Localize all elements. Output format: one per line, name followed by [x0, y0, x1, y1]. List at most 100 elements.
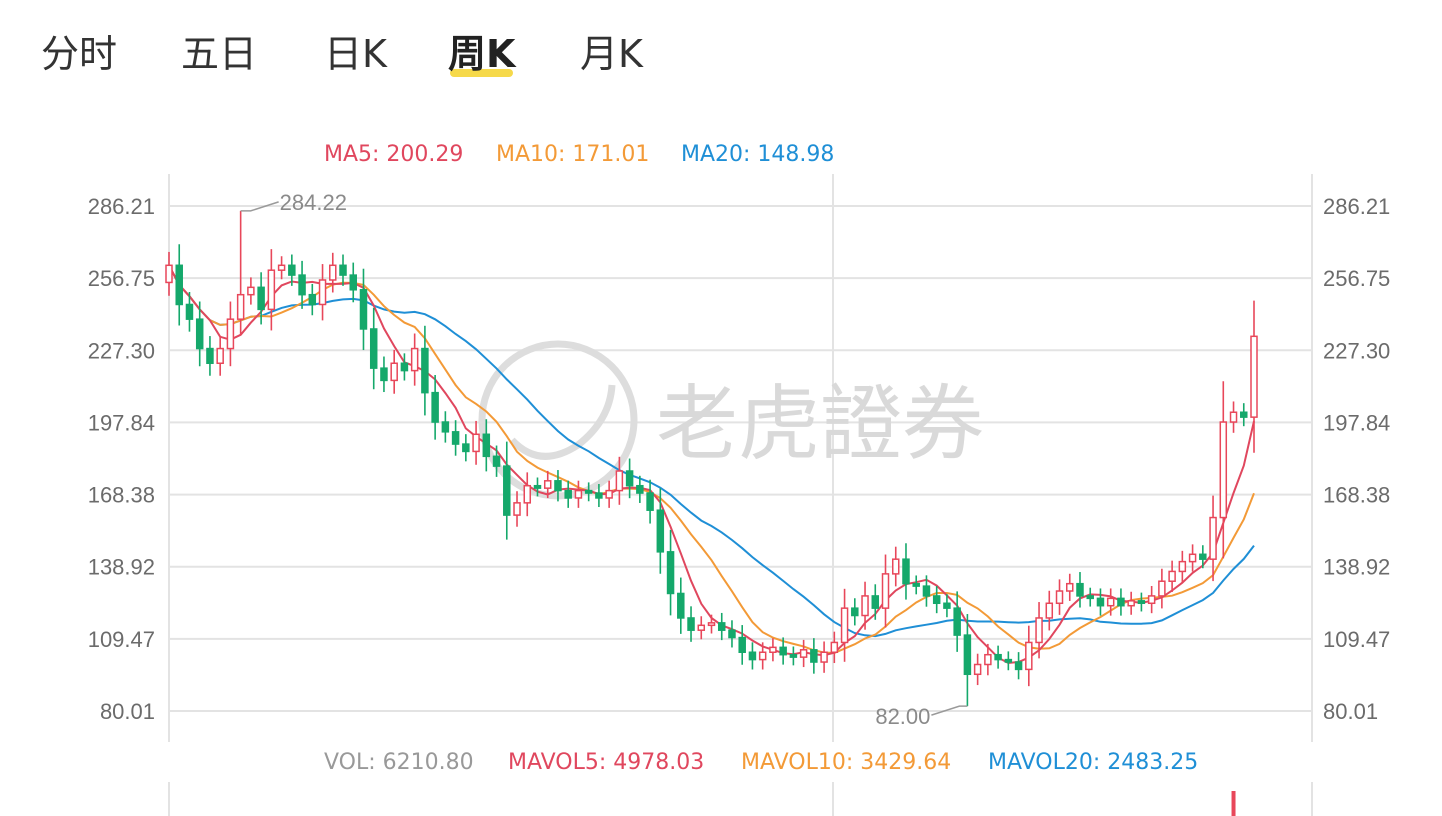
vol-legend: VOL: 6210.80	[324, 750, 474, 775]
candle-up	[1229, 411, 1238, 423]
candle-up	[840, 607, 849, 644]
candle-up	[605, 489, 613, 499]
candle-up	[267, 269, 276, 311]
candle-down	[1199, 553, 1207, 560]
candle-down	[922, 585, 931, 597]
candle-up	[1178, 560, 1187, 573]
ma20-legend: MA20: 148.98	[681, 142, 835, 167]
candle-down	[564, 489, 572, 499]
candle-down	[810, 649, 818, 663]
y-tick-label-left: 227.30	[88, 338, 155, 363]
candle-down	[595, 492, 603, 499]
candle-up	[165, 264, 173, 284]
ma20-line	[168, 264, 1255, 638]
candle-up	[247, 286, 255, 296]
y-tick-label-right: 80.01	[1323, 699, 1378, 724]
candle-up	[277, 264, 286, 271]
candle-down	[369, 328, 378, 369]
candle-down	[206, 347, 214, 365]
candle-down	[359, 289, 368, 330]
candle-down	[902, 558, 910, 585]
candle-down	[298, 274, 306, 296]
candle-up	[861, 595, 869, 617]
candle-down	[288, 264, 296, 276]
y-tick-label-right: 286.21	[1323, 194, 1390, 219]
candle-down	[175, 264, 183, 306]
candle-down	[492, 455, 501, 467]
candle-up	[329, 264, 337, 281]
candle-up	[1045, 602, 1054, 619]
candle-down	[687, 617, 695, 631]
y-tick-label-right: 109.47	[1323, 627, 1390, 652]
candle-down	[482, 433, 491, 458]
candle-down	[738, 636, 746, 653]
ma10-legend: MA10: 171.01	[496, 142, 650, 167]
y-tick-label-right: 168.38	[1323, 483, 1390, 508]
candle-up	[216, 347, 224, 365]
y-tick-label-left: 256.75	[88, 266, 155, 291]
y-tick-label-left: 197.84	[88, 410, 155, 435]
candle-down	[380, 367, 388, 382]
candle-down	[748, 651, 757, 661]
candle-down	[636, 484, 644, 494]
candle-down	[646, 492, 654, 511]
candle-up	[523, 484, 532, 504]
y-axis-labels: 286.21 286.21 256.75 256.75 227.30 227.30 197.…	[88, 194, 1391, 724]
candle-down	[789, 653, 798, 658]
mavol20-legend: MAVOL20: 2483.25	[988, 750, 1199, 775]
y-tick-label-left: 286.21	[88, 194, 155, 219]
candle-up	[697, 624, 706, 631]
tab-monthly-k[interactable]: 月K	[580, 30, 643, 78]
candle-down	[503, 465, 511, 516]
candle-up	[799, 649, 808, 658]
candle-down	[1004, 658, 1013, 663]
y-tick-label-right: 197.84	[1323, 410, 1390, 435]
candle-down	[1014, 661, 1023, 671]
candle-down	[257, 286, 265, 311]
candle-up	[1147, 595, 1156, 605]
candle-down	[871, 595, 880, 609]
candle-down	[451, 431, 460, 445]
candle-up	[820, 651, 828, 663]
y-tick-label-right: 227.30	[1323, 338, 1390, 363]
tab-label: 日K	[324, 32, 387, 76]
candle-down	[308, 293, 317, 306]
tab-intraday[interactable]: 分时	[41, 30, 117, 78]
candle-up	[236, 293, 245, 320]
candle-down	[953, 607, 961, 636]
candle-down	[717, 622, 726, 631]
candle-up	[1127, 600, 1135, 607]
candle-up	[1025, 641, 1033, 671]
candle-down	[963, 634, 972, 676]
candle-up	[1219, 421, 1228, 519]
candle-down	[932, 595, 941, 605]
candle-up	[1158, 580, 1166, 597]
candle-down	[728, 629, 736, 639]
period-tabs: 分时 五日 日K 周K 月K	[0, 0, 1442, 100]
candle-up	[410, 347, 419, 372]
candle-up	[1106, 597, 1115, 607]
candle-up	[318, 279, 327, 306]
candle-up	[543, 480, 552, 489]
volume-bar	[1231, 791, 1236, 816]
max-marker-label: 284.22	[280, 190, 347, 215]
candle-up	[707, 622, 716, 627]
candle-up	[472, 433, 480, 453]
candle-down	[912, 582, 920, 587]
candle-up	[1188, 553, 1197, 563]
candle-down	[1096, 597, 1105, 607]
candle-down	[441, 421, 450, 433]
candle-up	[615, 470, 624, 492]
tab-weekly-k[interactable]: 周K	[448, 30, 515, 78]
candle-down	[943, 602, 951, 609]
candle-down	[421, 347, 429, 394]
tab-daily-k[interactable]: 日K	[324, 30, 387, 78]
y-tick-label-left: 80.01	[100, 699, 155, 724]
candle-up	[1209, 516, 1217, 560]
candle-down	[584, 489, 593, 494]
tab-five-day[interactable]: 五日	[181, 30, 257, 78]
y-tick-label-right: 256.75	[1323, 266, 1390, 291]
candle-up	[513, 502, 521, 516]
tab-label: 五日	[181, 32, 258, 76]
